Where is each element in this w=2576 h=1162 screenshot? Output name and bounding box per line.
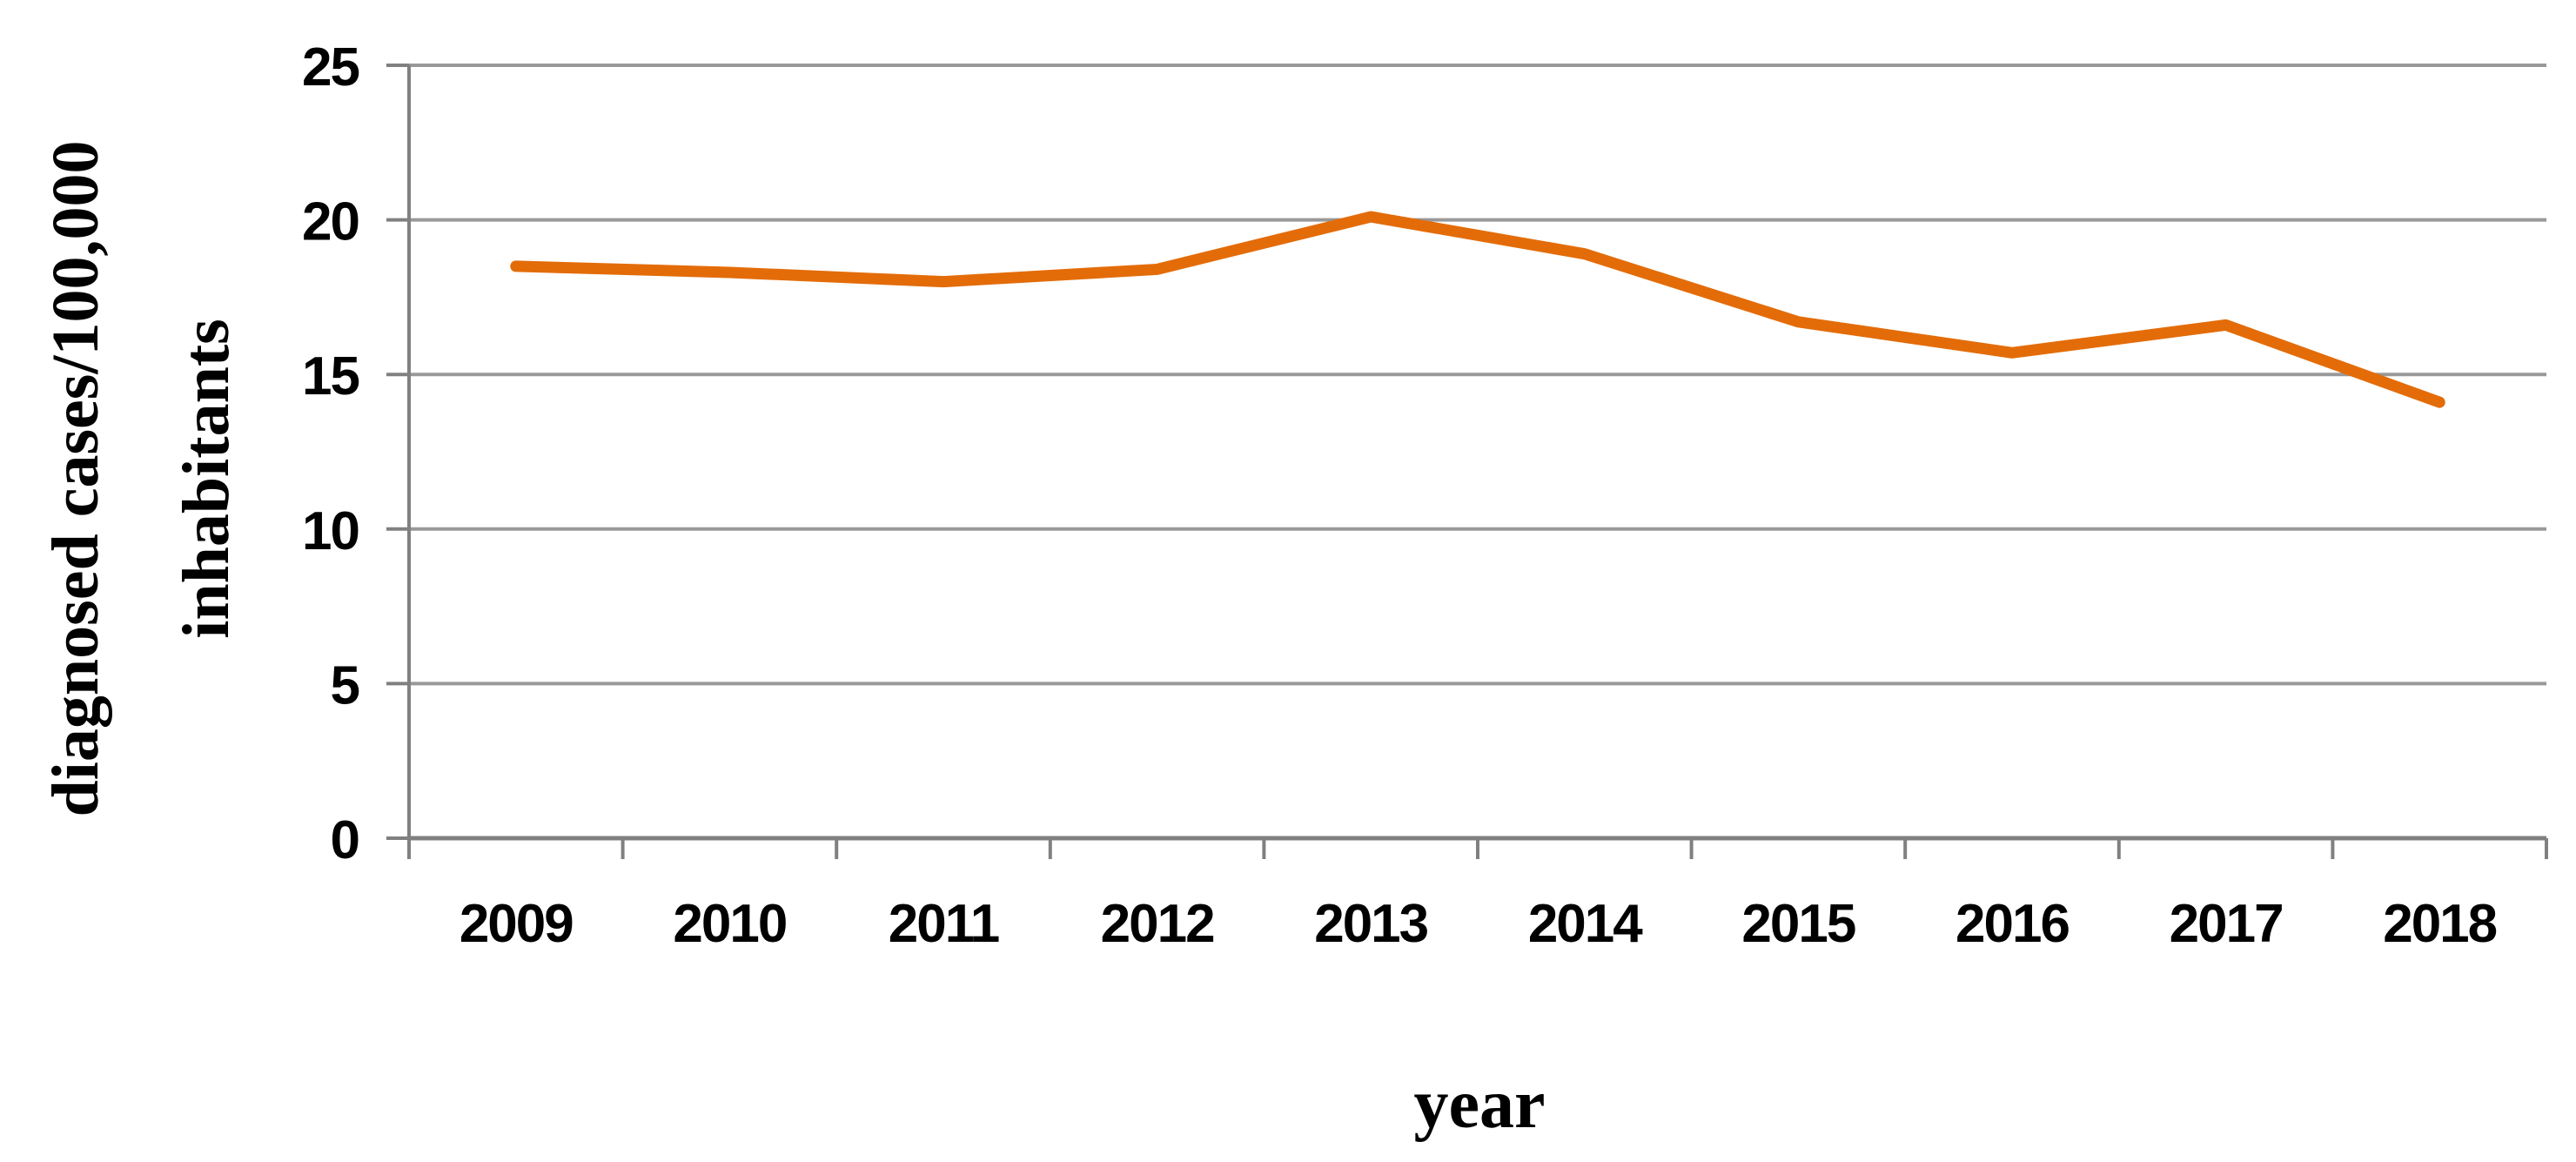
y-axis-title-line1: diagnosed cases/100,000 <box>39 141 112 817</box>
x-tick-label-2009: 2009 <box>460 894 573 954</box>
diagnosed-cases-line <box>510 211 2445 408</box>
x-axis-title: year <box>1413 1066 1545 1143</box>
data-series <box>510 211 2445 408</box>
x-tick-label-2017: 2017 <box>2170 894 2283 954</box>
y-tick-label-20: 20 <box>302 192 359 252</box>
x-axis-tick-labels: 2009 2010 2011 2012 2013 2014 2015 2016 2017 2018 <box>460 894 2499 954</box>
y-tick-label-5: 5 <box>331 655 359 715</box>
x-tick-label-2010: 2010 <box>673 894 786 954</box>
x-tick-label-2018: 2018 <box>2383 894 2496 954</box>
y-tick-label-25: 25 <box>302 37 359 97</box>
y-tick-label-0: 0 <box>331 810 359 870</box>
axes <box>386 64 2548 859</box>
x-tick-label-2015: 2015 <box>1741 894 1855 954</box>
x-tick-label-2013: 2013 <box>1314 894 1427 954</box>
y-axis-title-line2: inhabitants <box>170 319 243 639</box>
y-tick-label-10: 10 <box>302 501 359 561</box>
x-tick-label-2014: 2014 <box>1528 894 1643 954</box>
y-axis-tick-labels: 0 5 10 15 20 25 <box>302 37 360 870</box>
x-tick-label-2012: 2012 <box>1101 894 1214 954</box>
x-tick-label-2011: 2011 <box>889 894 999 954</box>
y-tick-label-15: 15 <box>302 346 359 406</box>
gridlines <box>409 64 2546 686</box>
x-tick-label-2016: 2016 <box>1955 894 2069 954</box>
